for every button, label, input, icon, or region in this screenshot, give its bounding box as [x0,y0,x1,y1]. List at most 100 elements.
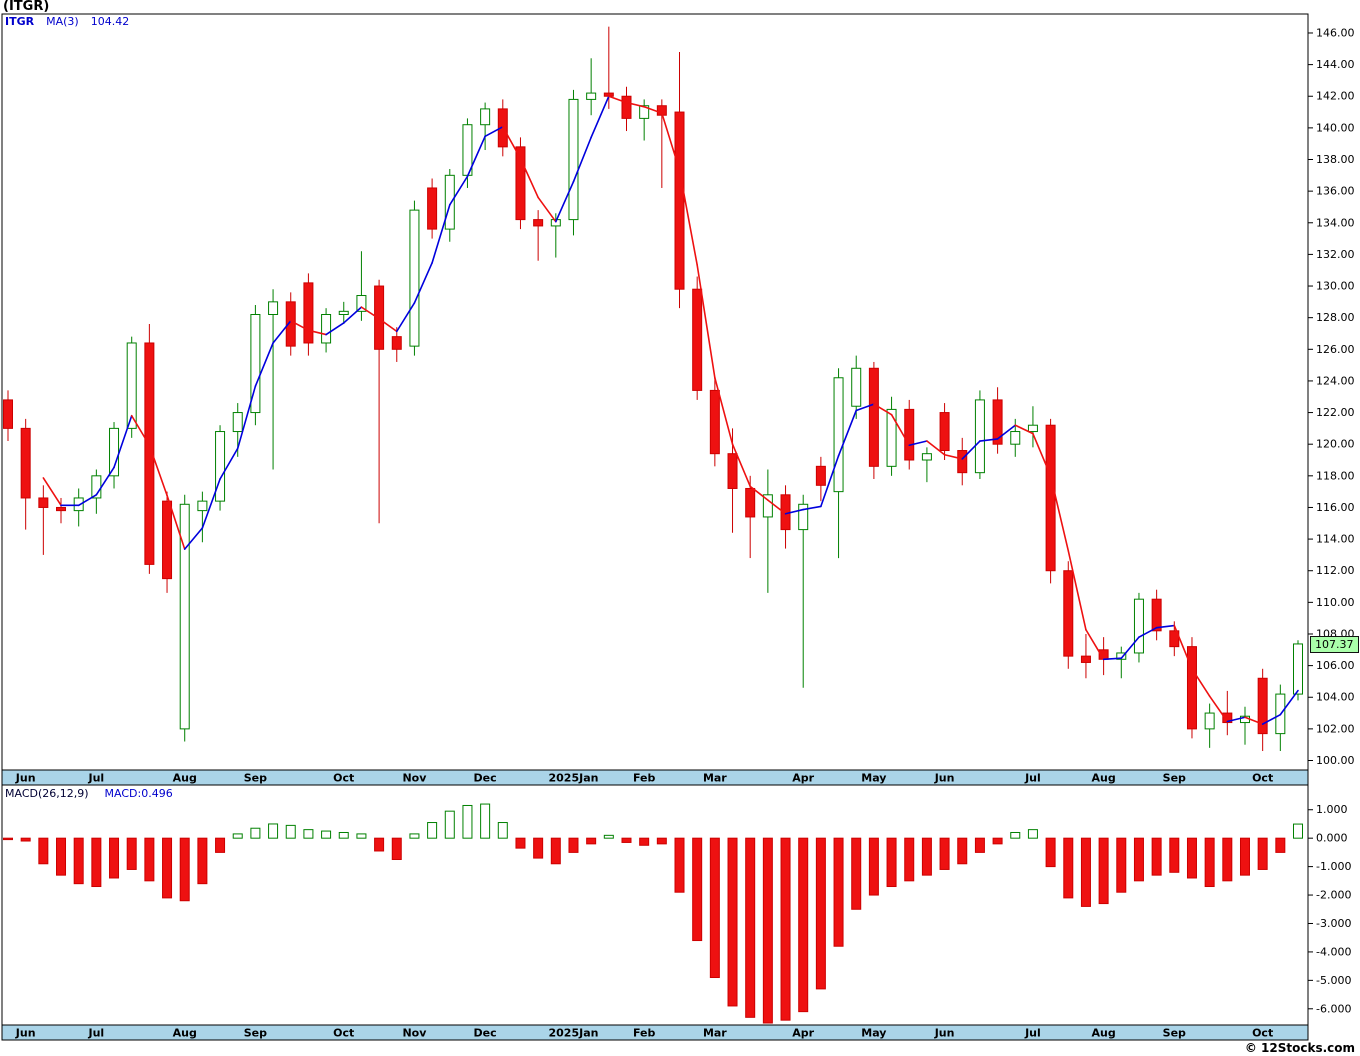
month-label: Sep [1163,772,1186,785]
ma-line-segment [1120,636,1140,660]
candle-body [444,174,455,230]
macd-histogram-bar [745,837,756,1018]
ma-line-segment [1261,713,1282,725]
candle-body [745,487,756,518]
candle-body [1010,431,1021,445]
candle-body [179,503,190,730]
macd-histogram-bar [374,837,385,852]
candle-body [1257,677,1268,735]
month-label: Jun [934,772,955,785]
macd-histogram-bar [1257,837,1268,870]
candle-body [56,506,67,512]
price-axis-label: 136.00 [1316,185,1355,198]
macd-histogram-bar [1027,829,1038,839]
month-label: 2025Jan [548,772,598,785]
ma-line-segment [1032,432,1052,477]
ma-line-segment [130,414,151,447]
price-axis-label: 140.00 [1316,121,1355,134]
macd-histogram-bar [109,837,120,879]
ma-line-segment [555,180,575,223]
candle-body [957,450,968,474]
macd-histogram-bar [338,831,349,839]
ma-line-segment [890,413,911,447]
month-label: Feb [633,1027,656,1040]
price-axis-label: 112.00 [1316,564,1355,577]
month-label: Aug [1092,1027,1116,1040]
candle-body [639,105,650,119]
macd-histogram-bar [56,837,67,876]
macd-histogram-bar [444,810,455,839]
macd-histogram-bar [1133,837,1144,882]
macd-axis-label: -1.000 [1316,860,1351,873]
macd-histogram-bar [1293,823,1303,839]
ma-line-segment [325,322,345,336]
macd-histogram-bar [727,837,738,1007]
ma-line-segment [1155,624,1176,629]
macd-plot-frame [1,784,1309,1026]
ma-line-segment [820,454,840,508]
month-label: Dec [474,772,497,785]
ma-line-segment [219,447,239,480]
macd-histogram-bar [232,833,243,839]
macd-histogram-bar [38,837,49,865]
month-label: Oct [1252,772,1273,785]
month-label: Jun [934,1027,955,1040]
price-axis-label: 128.00 [1316,311,1355,324]
candle-body [709,389,720,455]
candle-body [1063,570,1074,657]
price-legend: ITGR MA(3) 104.42 [5,15,129,28]
month-label: Mar [703,1027,727,1040]
candle-body [3,399,13,429]
macd-axis-label: -2.000 [1316,889,1351,902]
macd-histogram-bar [815,837,826,990]
candle-body [1186,646,1197,730]
month-label: Aug [173,772,197,785]
candle-body [568,98,579,221]
macd-histogram-bar [356,833,367,839]
macd-histogram-bar [586,837,597,845]
macd-histogram-bar [91,837,102,888]
month-label: Apr [792,1027,814,1040]
candle-body [1045,424,1056,572]
ma-line-segment [378,317,398,333]
symbol-label: ITGR [5,15,35,28]
macd-histogram-bar [1222,837,1233,882]
candle-body [126,342,137,429]
candle-body [1027,424,1038,433]
macd-histogram-bar [921,837,932,876]
candle-body [1080,655,1091,663]
macd-histogram-bar [957,837,968,865]
macd-histogram-bar [144,837,155,882]
month-label: Feb [633,772,656,785]
candle-body [268,301,279,316]
ma-line-segment [307,329,327,336]
macd-histogram-bar [1151,837,1162,876]
macd-histogram-bar [303,829,314,839]
candle-body [480,108,491,126]
ma-line-segment [961,440,981,460]
month-label: Jun [15,772,36,785]
ma-line-segment [678,169,698,266]
month-label: Jul [88,772,105,785]
month-label: Apr [792,772,814,785]
macd-histogram-bar [162,837,173,899]
macd-histogram-bar [215,837,226,853]
macd-histogram-bar [409,833,420,839]
ma-line-segment [342,306,363,324]
macd-histogram-bar [974,837,985,853]
ma-line-segment [1067,549,1087,631]
month-label: Jul [88,1027,105,1040]
candle-body [586,92,597,100]
price-axis-label: 130.00 [1316,280,1355,293]
ma-line-segment [996,424,1017,440]
ma-line-segment [943,453,964,460]
candle-body [851,367,862,407]
ma-line-segment [643,105,663,114]
macd-histogram-bar [197,837,208,885]
macd-histogram-bar [179,837,190,902]
ma-line-segment [95,466,115,496]
ma-line-segment [1244,716,1264,725]
macd-axis-label: -3.000 [1316,917,1351,930]
candle-body [73,497,84,512]
